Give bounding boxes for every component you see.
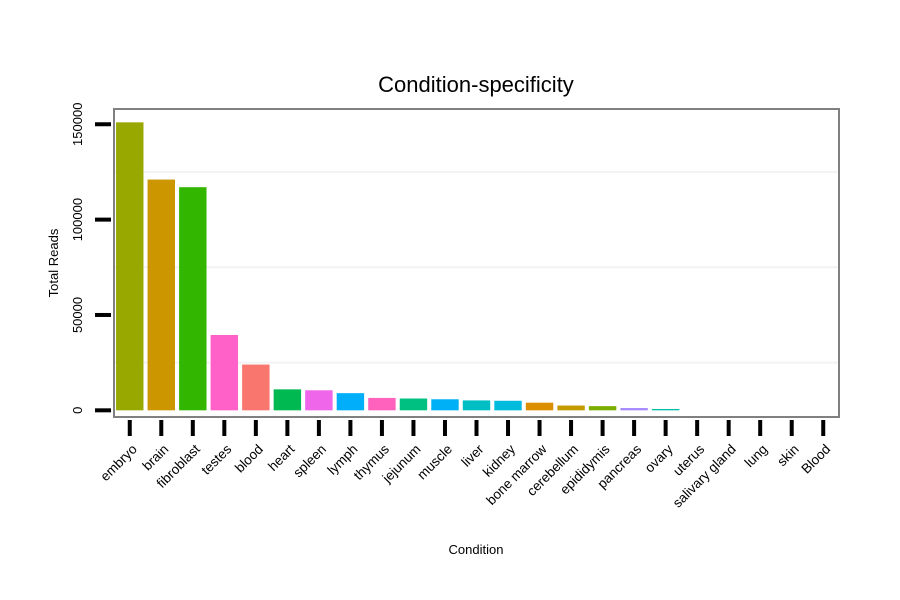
- bar-liver: [462, 400, 491, 411]
- x-tick-label: muscle: [414, 442, 455, 483]
- bars: [116, 122, 680, 411]
- bar-thymus: [368, 397, 396, 411]
- y-tick-label: 50000: [70, 297, 85, 333]
- bar-spleen: [305, 390, 333, 411]
- bar-testes: [210, 334, 239, 411]
- y-tick-label: 150000: [70, 103, 85, 146]
- y-axis: 0 50000 100000 150000: [70, 103, 111, 414]
- grid-lines: [114, 170, 839, 364]
- x-tick-label: ovary: [642, 441, 676, 475]
- y-tick-label: 0: [70, 407, 85, 414]
- plot-frame: [113, 108, 840, 418]
- bar-kidney: [494, 400, 522, 411]
- bar-cerebellum: [557, 405, 585, 411]
- y-tick-label: 100000: [70, 198, 85, 241]
- x-tick-label: Blood: [798, 442, 833, 477]
- x-tick-label: embryo: [97, 442, 139, 484]
- x-tick-label: testes: [198, 441, 234, 477]
- bar-fibroblast: [179, 187, 207, 411]
- bar-muscle: [431, 399, 459, 411]
- x-tick-label: lung: [742, 442, 771, 471]
- bar-brain: [147, 179, 175, 411]
- bar-jejunum: [399, 398, 428, 411]
- x-tick-label: spleen: [290, 442, 329, 481]
- bar-epididymis: [588, 406, 617, 411]
- y-axis-label: Total Reads: [46, 228, 61, 297]
- chart-title: Condition-specificity: [378, 72, 574, 97]
- bar-pancreas: [620, 408, 648, 411]
- bar-bone-marrow: [525, 402, 554, 411]
- bar-lymph: [336, 393, 365, 411]
- bar-heart: [273, 389, 302, 411]
- x-tick-label: blood: [232, 442, 266, 476]
- bar-embryo: [116, 122, 144, 411]
- x-axis-label: Condition: [449, 542, 504, 557]
- bar-ovary: [651, 408, 680, 411]
- bar-blood: [242, 364, 270, 411]
- x-tick-label: skin: [774, 442, 802, 470]
